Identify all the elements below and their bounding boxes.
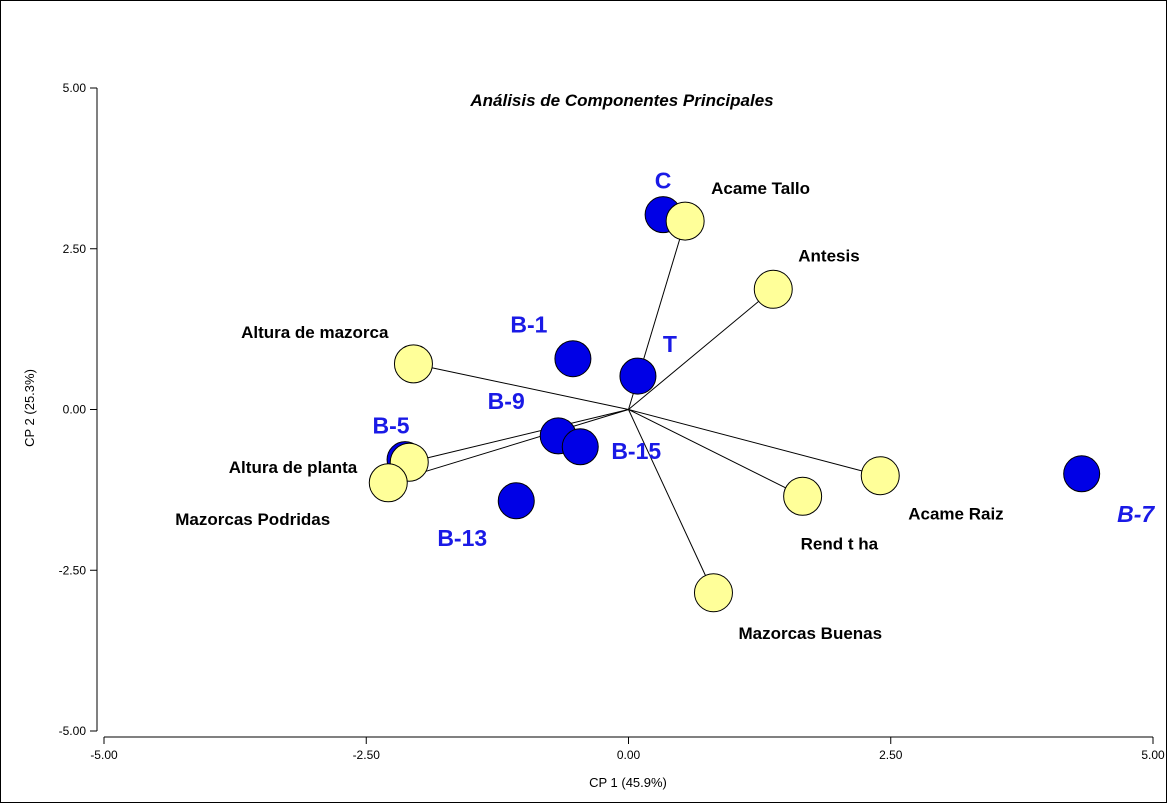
y-tick-label: -2.50	[59, 563, 87, 577]
variable-label: Acame Tallo	[711, 179, 810, 198]
observation-label: T	[663, 331, 677, 357]
variable-point	[753, 269, 793, 309]
variable-label: Acame Raiz	[908, 505, 1003, 524]
loading-vector	[628, 288, 774, 410]
loading-vector	[413, 363, 629, 410]
y-tick-label: -5.00	[59, 724, 87, 738]
observation-label: B-9	[488, 388, 525, 414]
variable-point	[393, 344, 433, 384]
variable-label: Antesis	[798, 246, 859, 265]
variable-point	[783, 476, 823, 516]
x-tick-label: -2.50	[353, 748, 381, 762]
variable-point	[665, 201, 705, 241]
x-tick-label: -5.00	[90, 748, 118, 762]
variable-point	[693, 573, 733, 613]
loading-vector	[628, 409, 714, 593]
variable-points	[368, 201, 900, 613]
loading-vector	[628, 409, 803, 497]
observation-label: B-7	[1117, 501, 1155, 527]
y-tick-label: 2.50	[63, 242, 87, 256]
observation-point	[554, 340, 592, 378]
loading-vector	[628, 409, 881, 477]
observation-point	[497, 482, 535, 520]
observation-points	[386, 196, 1101, 520]
chart-title: Análisis de Componentes Principales	[469, 91, 773, 110]
observation-label: B-5	[373, 413, 410, 439]
variable-label: Mazorcas Podridas	[175, 510, 330, 529]
loading-vector	[388, 409, 629, 484]
x-tick-label: 2.50	[879, 748, 903, 762]
observation-label: C	[655, 168, 672, 194]
observation-point	[561, 428, 599, 466]
y-tick-label: 0.00	[63, 403, 87, 417]
observation-label: B-15	[611, 438, 661, 464]
x-tick-label: 5.00	[1141, 748, 1165, 762]
variable-label: Mazorcas Buenas	[738, 624, 882, 643]
y-ticks: -5.00 -2.50 0.00 2.50 5.00	[59, 81, 97, 738]
variable-label: Altura de mazorca	[241, 323, 389, 342]
x-tick-label: 0.00	[617, 748, 641, 762]
point-labels: C T B-1 B-5 B-9 B-13 B-15 B-7 Acame Tallo Antesis…	[175, 168, 1155, 643]
y-axis-title: CP 2 (25.3%)	[22, 369, 37, 447]
variable-point	[860, 456, 900, 496]
observation-point	[619, 357, 657, 395]
observation-label: B-13	[437, 525, 487, 551]
x-axis-title: CP 1 (45.9%)	[589, 775, 667, 790]
variable-point	[368, 463, 408, 503]
x-ticks: -5.00 -2.50 0.00 2.50 5.00	[90, 737, 1165, 762]
variable-label: Altura de planta	[229, 458, 358, 477]
observation-point	[1063, 455, 1101, 493]
y-tick-label: 5.00	[63, 81, 87, 95]
observation-label: B-1	[510, 312, 547, 338]
loading-vector	[409, 409, 629, 463]
variable-label: Rend t ha	[801, 534, 879, 553]
